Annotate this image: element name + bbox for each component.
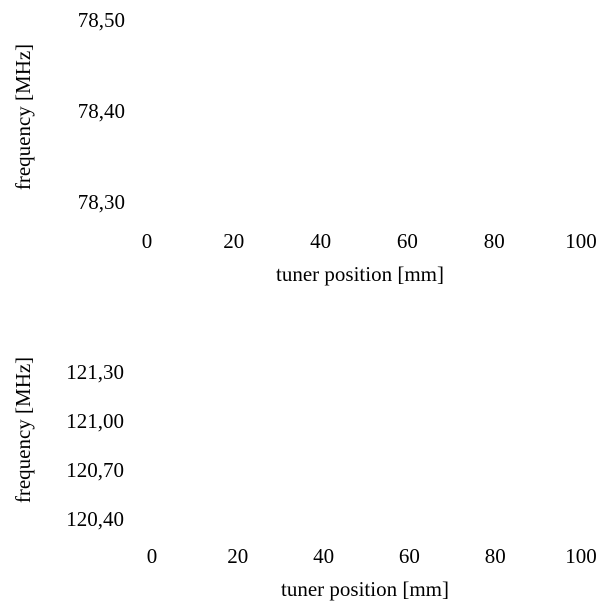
x-axis-label: tuner position [mm] <box>281 577 449 601</box>
y-tick-label: 78,40 <box>78 99 125 123</box>
y-tick-label: 120,40 <box>66 507 124 531</box>
x-tick-label: 20 <box>227 544 248 568</box>
x-tick-label: 0 <box>142 229 153 253</box>
chart-top: frequency [MHz] tuner position [mm] 0 20 4… <box>11 8 597 286</box>
x-axis-label: tuner position [mm] <box>276 262 444 286</box>
x-tick-label: 60 <box>397 229 418 253</box>
x-tick-label: 0 <box>147 544 158 568</box>
chart-bottom: frequency [MHz] tuner position [mm] 0 20 4… <box>11 357 597 601</box>
x-tick-labels: 0 20 40 60 80 100 <box>142 229 597 253</box>
y-tick-label: 121,30 <box>66 360 124 384</box>
x-tick-label: 20 <box>223 229 244 253</box>
y-tick-label: 78,50 <box>78 8 125 32</box>
y-tick-labels: 78,30 78,40 78,50 <box>78 8 125 214</box>
x-tick-label: 80 <box>485 544 506 568</box>
y-axis-label: frequency [MHz] <box>11 44 35 190</box>
y-tick-labels: 120,40 120,70 121,00 121,30 <box>66 360 124 531</box>
x-tick-label: 100 <box>565 544 597 568</box>
x-tick-label: 80 <box>484 229 505 253</box>
x-tick-labels: 0 20 40 60 80 100 <box>147 544 597 568</box>
x-tick-label: 40 <box>313 544 334 568</box>
y-axis-label: frequency [MHz] <box>11 357 35 503</box>
y-tick-label: 78,30 <box>78 190 125 214</box>
y-tick-label: 121,00 <box>66 409 124 433</box>
x-tick-label: 40 <box>310 229 331 253</box>
x-tick-label: 60 <box>399 544 420 568</box>
x-tick-label: 100 <box>565 229 597 253</box>
y-tick-label: 120,70 <box>66 458 124 482</box>
